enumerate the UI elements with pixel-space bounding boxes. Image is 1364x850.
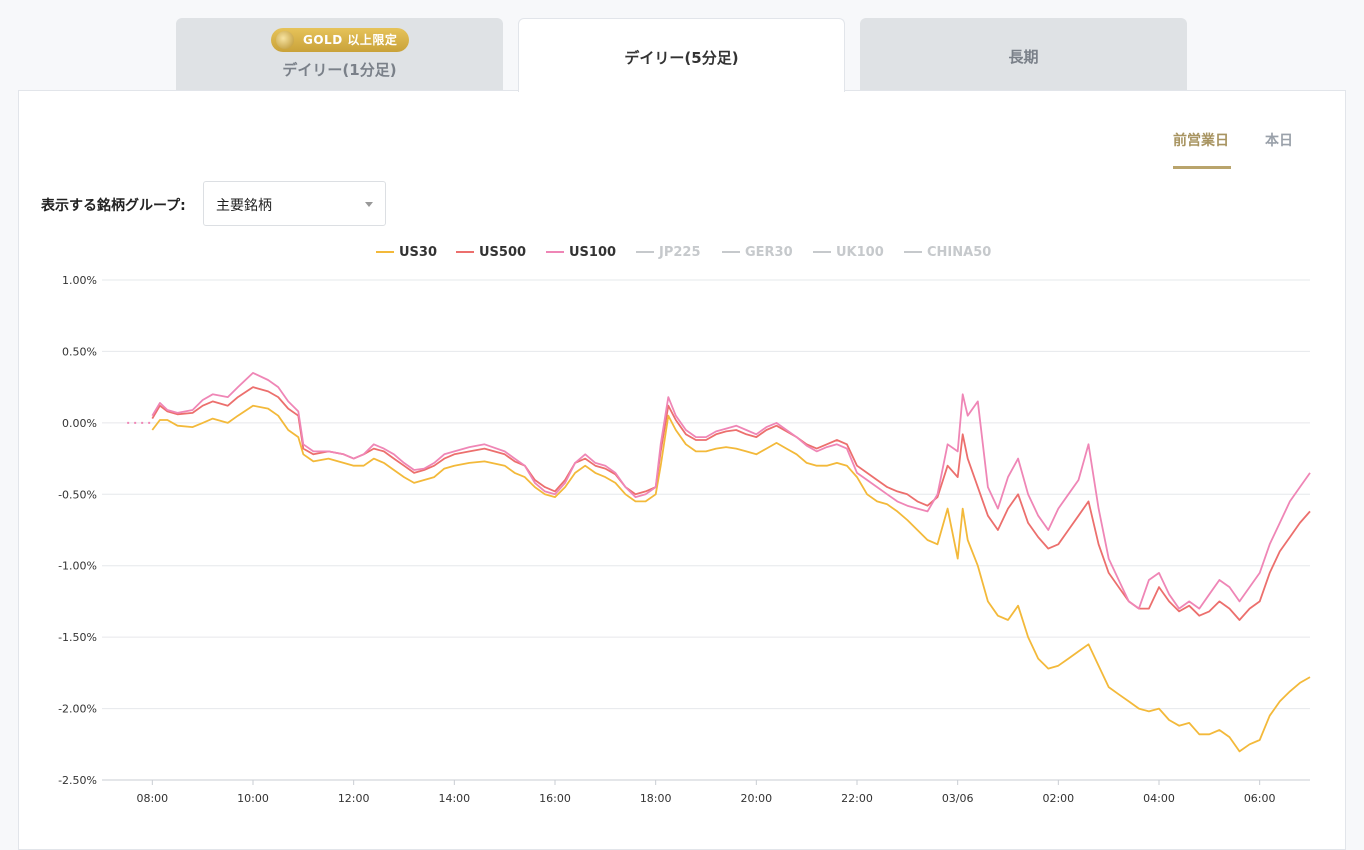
series-line-us500 <box>151 386 1311 621</box>
legend-label: JP225 <box>659 245 701 260</box>
tab-daily-5min[interactable]: デイリー(5分足) <box>518 18 845 92</box>
x-tick-label: 04:00 <box>1143 792 1175 805</box>
y-tick-label: 0.00% <box>62 417 97 430</box>
y-tick-label: 0.50% <box>62 345 97 358</box>
x-tick-label: 12:00 <box>338 792 370 805</box>
x-tick-label: 06:00 <box>1244 792 1276 805</box>
y-tick-label: 1.00% <box>62 274 97 287</box>
y-tick-label: -2.50% <box>58 774 97 787</box>
y-tick-label: -0.50% <box>58 488 97 501</box>
legend-label: US500 <box>479 245 527 260</box>
series-line-us30 <box>151 404 1311 753</box>
gold-coin-icon <box>276 31 294 49</box>
x-tick-label: 22:00 <box>841 792 873 805</box>
tab-long-term[interactable]: 長期 <box>860 18 1187 91</box>
legend-item-us100[interactable]: US100 <box>546 244 616 262</box>
series-line-us100 <box>151 372 1311 610</box>
legend-item-us500[interactable]: US500 <box>456 244 526 262</box>
x-tick-label: 10:00 <box>237 792 269 805</box>
legend-item-ger30[interactable]: GER30 <box>722 244 793 262</box>
x-tick-label: 08:00 <box>136 792 168 805</box>
legend-item-jp225[interactable]: JP225 <box>636 244 701 262</box>
symbol-group-label: 表示する銘柄グループ: <box>41 198 186 214</box>
x-tick-label: 14:00 <box>438 792 470 805</box>
chevron-down-icon <box>365 202 373 207</box>
x-tick-label: 20:00 <box>740 792 772 805</box>
legend-label: GER30 <box>745 245 793 260</box>
legend-item-china50[interactable]: CHINA50 <box>904 244 991 262</box>
legend-label: US100 <box>569 245 617 260</box>
legend-swatch <box>722 250 740 253</box>
x-tick-label: 16:00 <box>539 792 571 805</box>
legend-swatch <box>376 250 394 253</box>
y-tick-label: -1.00% <box>58 560 97 573</box>
chart-legend: US30 US500 US100 JP225 GER30 UK100 CHINA… <box>0 244 1364 262</box>
active-day-underline <box>1173 166 1231 169</box>
legend-label: US30 <box>399 245 438 260</box>
legend-label: CHINA50 <box>927 245 992 260</box>
legend-swatch <box>456 250 474 253</box>
legend-swatch <box>813 250 831 253</box>
timeframe-tabs: GOLD 以上限定 デイリー(1分足) デイリー(5分足) 長期 <box>0 0 1364 92</box>
tab-label: 長期 <box>1008 48 1039 66</box>
symbol-group-value: 主要銘柄 <box>216 198 272 214</box>
y-tick-label: -1.50% <box>58 631 97 644</box>
gold-badge: GOLD 以上限定 <box>271 28 409 52</box>
legend-item-us30[interactable]: US30 <box>376 244 437 262</box>
previous-business-day-toggle[interactable]: 前営業日 <box>1173 133 1229 149</box>
x-tick-label: 18:00 <box>640 792 672 805</box>
legend-swatch <box>636 250 654 253</box>
legend-swatch <box>904 250 922 253</box>
gold-badge-label: GOLD 以上限定 <box>303 33 398 47</box>
x-tick-label: 02:00 <box>1042 792 1074 805</box>
x-tick-label: 03/06 <box>942 792 974 805</box>
legend-swatch <box>546 250 564 253</box>
symbol-group-select[interactable]: 主要銘柄 <box>203 181 386 226</box>
today-toggle[interactable]: 本日 <box>1265 133 1293 149</box>
legend-item-uk100[interactable]: UK100 <box>813 244 884 262</box>
tab-label: デイリー(5分足) <box>624 49 739 67</box>
legend-label: UK100 <box>836 245 884 260</box>
y-tick-label: -2.00% <box>58 703 97 716</box>
tab-daily-1min[interactable]: GOLD 以上限定 デイリー(1分足) <box>176 18 503 91</box>
tab-label: デイリー(1分足) <box>282 61 397 79</box>
